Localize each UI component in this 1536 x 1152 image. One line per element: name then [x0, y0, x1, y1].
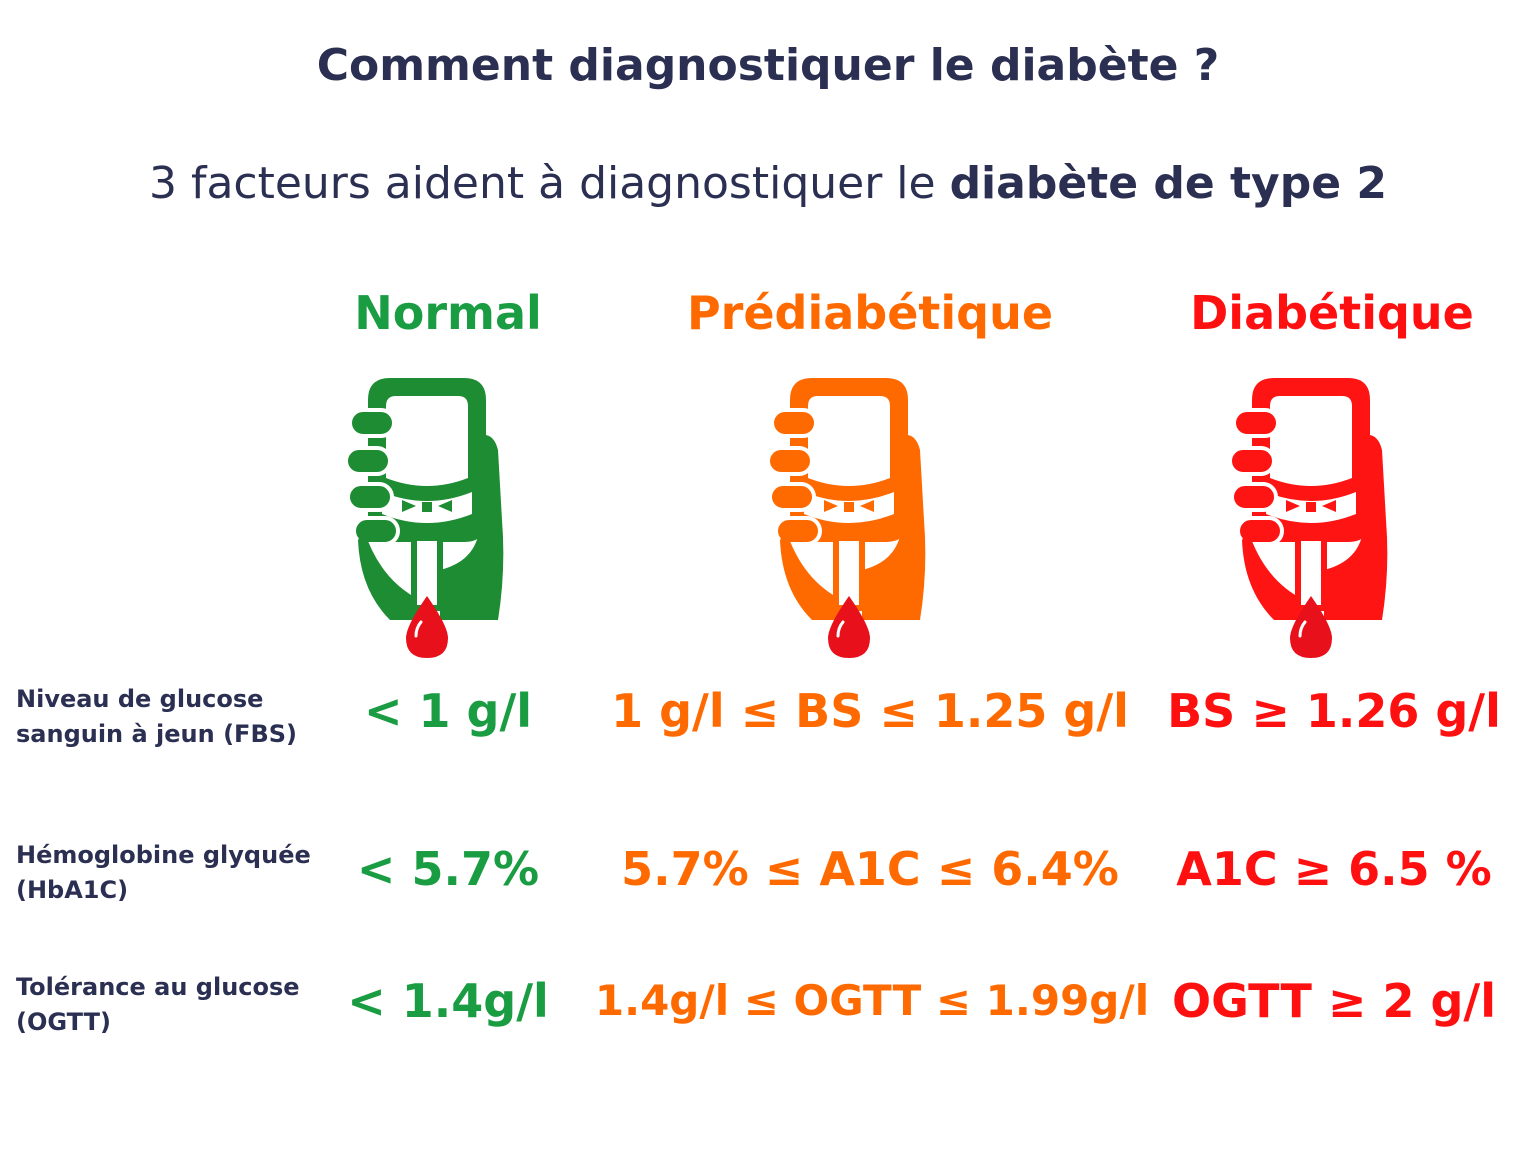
value-hba1c-prediabetic: 5.7% ≤ A1C ≤ 6.4%	[621, 842, 1119, 896]
value-fbs-normal: < 1 g/l	[363, 684, 533, 738]
column-header-normal: Normal	[354, 286, 542, 340]
subtitle-emphasis: diabète de type 2	[949, 158, 1388, 209]
value-hba1c-diabetic: A1C ≥ 6.5 %	[1176, 842, 1492, 896]
value-hba1c-normal: < 5.7%	[356, 842, 540, 896]
row-label-line: Tolérance au glucose	[16, 973, 300, 1001]
row-label-line: Hémoglobine glyquée	[16, 841, 311, 869]
row-label-line: (OGTT)	[16, 1008, 111, 1036]
value-ogtt-normal: < 1.4g/l	[347, 974, 549, 1028]
column-header-diabetic: Diabétique	[1190, 286, 1474, 340]
column-header-prediabetic: Prédiabétique	[686, 286, 1054, 340]
row-label-hba1c: Hémoglobine glyquée (HbA1C)	[16, 838, 311, 908]
row-label-line: (HbA1C)	[16, 876, 129, 904]
row-label-ogtt: Tolérance au glucose (OGTT)	[16, 970, 300, 1040]
value-ogtt-prediabetic: 1.4g/l ≤ OGTT ≤ 1.99g/l	[594, 976, 1150, 1025]
value-fbs-prediabetic: 1 g/l ≤ BS ≤ 1.25 g/l	[611, 684, 1129, 738]
glucose-meter-icon	[1228, 378, 1388, 658]
row-label-fbs: Niveau de glucose sanguin à jeun (FBS)	[16, 682, 297, 752]
row-label-line: sanguin à jeun (FBS)	[16, 720, 297, 748]
value-fbs-diabetic: BS ≥ 1.26 g/l	[1167, 684, 1501, 738]
subtitle-prefix: 3 facteurs aident à diagnostiquer le	[148, 158, 950, 209]
page-title: Comment diagnostiquer le diabète ?	[316, 40, 1220, 91]
subtitle: 3 facteurs aident à diagnostiquer le dia…	[0, 158, 1536, 209]
value-ogtt-diabetic: OGTT ≥ 2 g/l	[1172, 974, 1496, 1028]
glucose-meter-icon	[344, 378, 504, 658]
row-label-line: Niveau de glucose	[16, 685, 264, 713]
glucose-meter-icon	[766, 378, 926, 658]
